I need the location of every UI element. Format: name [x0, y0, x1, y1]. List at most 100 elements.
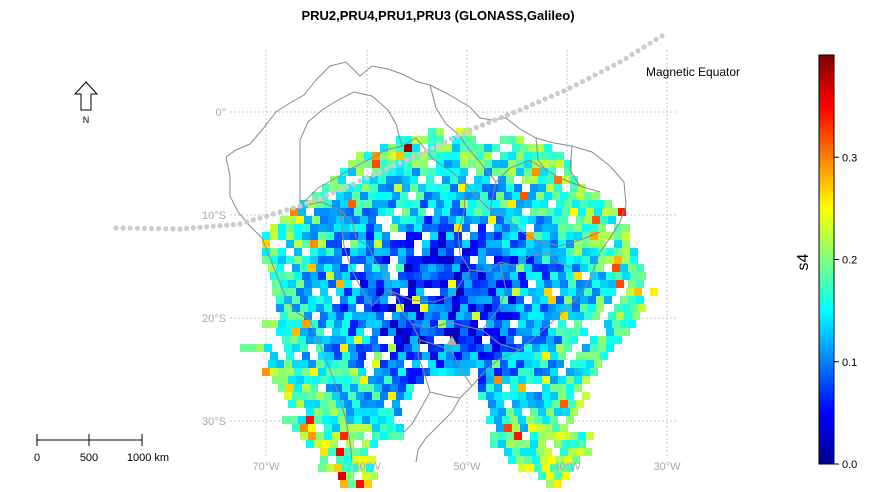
s4-cell	[364, 344, 372, 352]
s4-cell	[318, 256, 326, 264]
s4-cell	[378, 176, 386, 184]
s4-cell	[510, 416, 518, 424]
s4-cell	[310, 272, 318, 280]
s4-cell	[414, 272, 422, 280]
s4-cell	[486, 320, 494, 328]
equator-dot	[230, 222, 236, 228]
border-north	[299, 137, 417, 207]
s4-cell	[438, 256, 446, 264]
s4-cell	[358, 232, 366, 240]
s4-cell	[310, 240, 318, 248]
s4-cell	[584, 288, 592, 296]
s4-cell	[444, 264, 452, 272]
s4-cell	[366, 240, 374, 248]
s4-cell	[304, 400, 312, 408]
s4-cell	[608, 312, 616, 320]
s4-cell	[298, 208, 306, 216]
s4-cell	[540, 200, 548, 208]
s4-cell	[598, 232, 606, 240]
s4-cell	[636, 280, 644, 288]
equator-dot	[184, 225, 190, 231]
s4-cell	[372, 424, 380, 432]
s4-cell	[334, 272, 342, 280]
s4-cell	[614, 232, 622, 240]
s4-cell	[316, 328, 324, 336]
s4-cell	[566, 392, 574, 400]
s4-cell	[436, 200, 444, 208]
s4-cell	[512, 280, 520, 288]
equator-dot	[250, 217, 256, 223]
s4-cell	[348, 432, 356, 440]
s4-cell	[536, 400, 544, 408]
s4-cell	[360, 312, 368, 320]
s4-cell	[388, 328, 396, 336]
s4-cell	[630, 256, 638, 264]
s4-cell	[566, 416, 574, 424]
s4-cell	[364, 264, 372, 272]
s4-cell	[456, 192, 464, 200]
lon-label-30w: 30°W	[653, 461, 681, 473]
s4-cell	[428, 296, 436, 304]
s4-cell	[452, 360, 460, 368]
s4-cell	[398, 368, 406, 376]
s4-cell	[414, 224, 422, 232]
s4-cell	[352, 376, 360, 384]
s4-cell	[372, 360, 380, 368]
s4-cell	[558, 248, 566, 256]
s4-cell	[386, 416, 394, 424]
s4-cell	[518, 416, 526, 424]
s4-cell	[596, 264, 604, 272]
s4-cell	[446, 272, 454, 280]
equator-dot	[330, 190, 336, 196]
s4-cell	[546, 472, 554, 480]
s4-cell	[534, 232, 542, 240]
s4-cell	[438, 224, 446, 232]
s4-cell	[326, 272, 334, 280]
s4-cell	[560, 192, 568, 200]
s4-cell	[376, 400, 384, 408]
scale-label-500: 500	[80, 452, 98, 464]
s4-cell	[348, 424, 356, 432]
s4-cell	[466, 336, 474, 344]
s4-cell	[430, 368, 438, 376]
s4-cell	[298, 416, 306, 424]
s4-cell	[590, 368, 598, 376]
equator-dot	[641, 44, 647, 50]
s4-cell	[562, 472, 570, 480]
s4-cell	[538, 408, 546, 416]
s4-cell	[366, 272, 374, 280]
s4-cell	[330, 416, 338, 424]
s4-cell	[534, 376, 542, 384]
s4-cell	[300, 432, 308, 440]
s4-cell	[558, 384, 566, 392]
s4-cell	[290, 208, 298, 216]
s4-cell	[380, 200, 388, 208]
s4-cell	[340, 296, 348, 304]
s4-cell	[478, 248, 486, 256]
s4-cell	[304, 280, 312, 288]
s4-cell	[262, 256, 270, 264]
s4-cell	[384, 280, 392, 288]
s4-cell	[368, 216, 376, 224]
s4-cell	[428, 152, 436, 160]
s4-cell	[478, 392, 486, 400]
s4-cell	[506, 336, 514, 344]
s4-cell	[358, 464, 366, 472]
equator-dot	[204, 224, 210, 230]
s4-cell	[552, 192, 560, 200]
s4-cell	[268, 360, 276, 368]
s4-cell	[440, 216, 448, 224]
s4-cell	[322, 408, 330, 416]
s4-cell	[262, 232, 270, 240]
s4-cell	[470, 232, 478, 240]
s4-cell	[612, 320, 620, 328]
s4-cell	[480, 280, 488, 288]
s4-cell	[376, 376, 384, 384]
equator-dot	[542, 96, 548, 102]
s4-cell	[330, 176, 338, 184]
s4-cell	[326, 248, 334, 256]
s4-cell	[518, 232, 526, 240]
border-states-11	[535, 137, 547, 171]
s4-cell	[278, 248, 286, 256]
s4-cell	[348, 392, 356, 400]
